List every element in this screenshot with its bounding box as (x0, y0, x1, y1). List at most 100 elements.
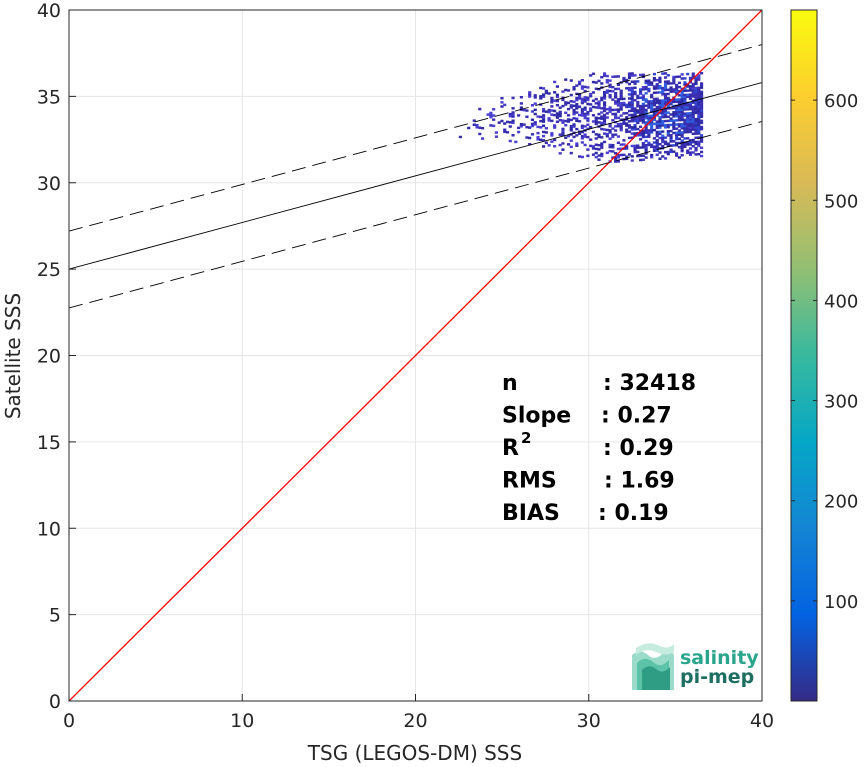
density-cell (688, 147, 693, 150)
density-cell (492, 118, 496, 121)
density-cell (530, 133, 535, 136)
density-cell (647, 81, 651, 85)
density-cell (699, 109, 704, 112)
density-cell (578, 132, 582, 135)
density-cell (658, 157, 662, 160)
density-cell (597, 106, 601, 110)
density-cell (608, 108, 612, 111)
density-cell (650, 93, 654, 97)
density-cell (539, 115, 543, 119)
density-cell (680, 104, 684, 107)
density-cell (688, 130, 693, 134)
density-cell (630, 95, 634, 98)
density-cell (553, 80, 557, 84)
density-cell (508, 121, 512, 124)
density-cell (686, 122, 690, 126)
density-cell (658, 103, 662, 107)
density-cell (641, 154, 645, 157)
density-cell (677, 116, 681, 120)
density-cell (636, 111, 640, 114)
density-cell (600, 144, 604, 147)
density-cell (677, 102, 681, 105)
density-cell (625, 130, 629, 134)
density-cell (644, 127, 648, 130)
density-cell (594, 147, 598, 151)
density-cell (566, 118, 571, 121)
density-cell (641, 121, 645, 124)
density-cell (666, 144, 670, 148)
density-cell (622, 147, 626, 150)
density-cell (633, 125, 637, 129)
density-cell (555, 116, 560, 119)
density-cell (686, 128, 690, 132)
density-cell (699, 98, 704, 102)
density-cell (611, 85, 615, 89)
density-cell (655, 126, 659, 130)
density-cell (694, 78, 698, 81)
density-cell (589, 103, 593, 106)
density-cell (694, 109, 698, 113)
density-cell (697, 115, 701, 119)
density-cell (547, 144, 551, 147)
density-cell (569, 79, 573, 82)
stat-value: : 0.29 (603, 436, 674, 461)
density-cell (600, 76, 604, 79)
density-cell (583, 135, 587, 138)
density-cell (614, 158, 618, 161)
density-cell (647, 79, 651, 82)
density-cell (647, 118, 651, 122)
density-cell (672, 111, 676, 114)
density-cell (677, 106, 681, 109)
density-cell (619, 143, 623, 146)
density-cell (594, 143, 598, 146)
density-cell (683, 106, 687, 109)
density-cell (680, 139, 684, 142)
density-cell (522, 123, 526, 126)
density-cell (666, 107, 670, 110)
density-cell (511, 121, 515, 125)
density-cell (677, 145, 681, 149)
density-cell (578, 97, 582, 100)
density-cell (569, 126, 573, 130)
density-cell (625, 78, 629, 82)
x-tick-label: 30 (577, 710, 601, 732)
density-cell (578, 82, 582, 86)
density-cell (677, 129, 681, 132)
density-cell (586, 98, 590, 102)
density-cell (597, 100, 601, 103)
density-cell (658, 118, 662, 121)
density-cell (580, 87, 584, 90)
density-cell (661, 140, 665, 144)
density-cell (536, 125, 540, 129)
density-cell (627, 93, 632, 96)
density-cell (669, 148, 673, 151)
density-cell (553, 109, 557, 113)
density-cell (638, 158, 643, 162)
density-cell (636, 119, 640, 123)
density-cell (675, 83, 679, 87)
density-cell (672, 88, 676, 91)
density-cell (580, 135, 584, 138)
density-cell (508, 114, 512, 118)
density-cell (638, 106, 643, 110)
colorbar-tick-label: 500 (824, 191, 858, 212)
density-cell (494, 131, 499, 134)
density-cell (627, 130, 632, 133)
density-cell (583, 143, 587, 147)
density-cell (572, 125, 576, 128)
density-cell (594, 102, 598, 105)
density-cell (644, 152, 648, 155)
density-cell (644, 79, 648, 83)
density-cell (569, 124, 573, 128)
density-cell (566, 101, 571, 105)
density-cell (669, 86, 673, 89)
density-cell (647, 114, 651, 118)
density-cell (644, 85, 648, 89)
density-cell (608, 110, 612, 114)
density-cell (539, 95, 543, 98)
density-cell (675, 123, 679, 126)
density-cell (480, 137, 485, 140)
density-cell (655, 145, 659, 148)
density-cell (686, 93, 690, 97)
